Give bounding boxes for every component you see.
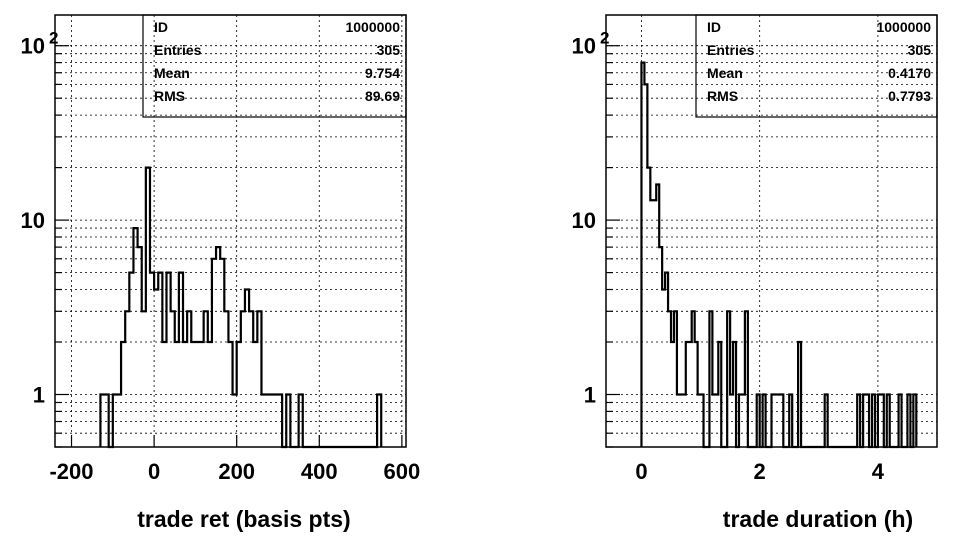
stats-label-id: ID [707,19,721,35]
histogram-bars [99,166,383,449]
histogram-bin [142,311,146,447]
histogram-bin [653,200,656,447]
stats-label-mean: Mean [154,65,190,81]
stats-value-rms: 0.7793 [888,88,931,104]
y-tick-exponent: 2 [600,29,609,48]
stats-label-entries: Entries [154,42,202,58]
x-tick-label: 400 [301,459,338,484]
stats-label-rms: RMS [707,88,738,104]
x-tick-label: 0 [635,459,647,484]
stats-value-mean: 9.754 [365,65,400,81]
histogram-bin [150,273,154,447]
stats-value-entries: 305 [908,42,932,58]
histogram-bin [683,395,686,447]
stats-value-id: 1000000 [876,19,931,35]
stats-value-entries: 305 [377,42,401,58]
histogram-bin [647,168,650,447]
stats-box-frame [142,14,407,118]
y-tick-label: 10 [572,34,596,59]
histogram-bin [154,290,158,447]
histogram-bins [641,63,916,447]
x-tick-label: 0 [148,459,160,484]
histogram-bin [245,290,249,447]
y-tick-label: 10 [572,208,596,233]
histogram-bin [698,395,701,447]
histogram-bin [216,247,220,447]
stats-value-mean: 0.4170 [888,65,931,81]
x-tick-label: -200 [49,459,93,484]
stats-label-mean: Mean [707,65,743,81]
x-tick-label: 4 [872,459,885,484]
x-tick-label: 2 [754,459,766,484]
y-tick-label: 1 [584,383,596,408]
histogram-bin [261,395,265,447]
stats-box: ID 1000000 Entries 305 Mean 9.754 RMS 89.69 [142,14,407,118]
plot-frame [54,14,407,448]
y-tick-label: 1 [33,383,45,408]
stats-box-frame [695,14,938,118]
x-tick-label: 200 [218,459,255,484]
grid-lines [55,15,406,448]
stats-box: ID 1000000 Entries 305 Mean 0.4170 RMS 0.7793 [695,14,938,118]
histogram-bars [640,61,918,449]
x-tick-label: 600 [384,459,421,484]
x-axis-ticks: -200 0 200 400 600 [49,435,420,484]
y-tick-label: 10 [21,208,45,233]
x-axis-ticks: 0 2 4 [635,435,885,484]
stats-label-rms: RMS [154,88,185,104]
stats-label-id: ID [154,19,168,35]
histogram-bin [662,290,665,447]
y-tick-label: 10 [21,34,45,59]
stats-value-rms: 89.69 [365,88,400,104]
x-axis-title: trade ret (basis pts) [137,506,350,532]
stats-label-entries: Entries [707,42,755,58]
x-axis-title: trade duration (h) [723,506,913,532]
stats-value-id: 1000000 [345,19,400,35]
y-tick-exponent: 2 [49,29,58,48]
